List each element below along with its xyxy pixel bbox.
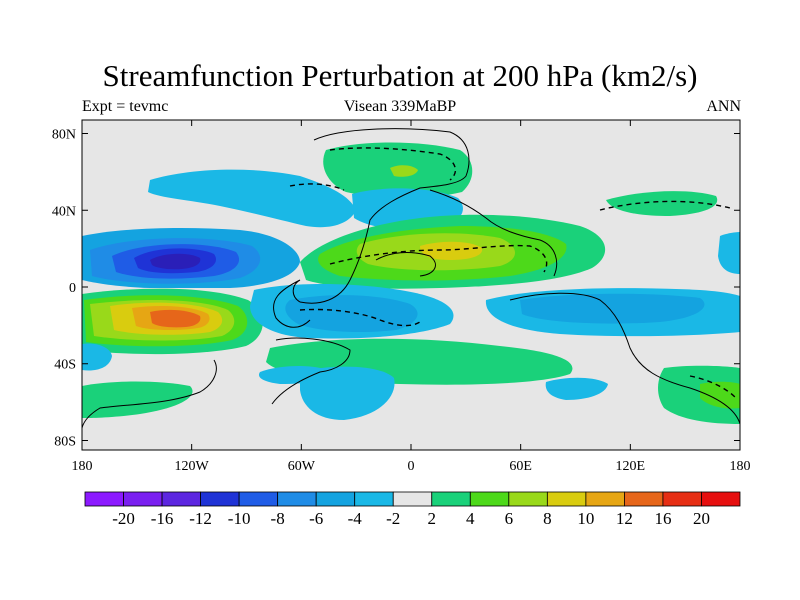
map-title: Streamfunction Perturbation at 200 hPa (…	[102, 58, 698, 93]
coastline-gondwana-west	[271, 337, 351, 405]
colorbar-swatch	[546, 491, 587, 507]
colorbar-label: 2	[428, 509, 437, 528]
colorbar-label: 10	[577, 509, 594, 528]
lon-tick-label: 0	[408, 459, 415, 474]
lon-tick-label: 180	[730, 459, 751, 474]
latitude-axis: 80N 40N 0 40S 80S	[52, 128, 740, 449]
coastlines	[82, 128, 740, 429]
contour-neg-north-pacific-core3	[150, 253, 201, 270]
lon-tick-label: 120E	[616, 459, 646, 474]
dashed-tropics	[299, 308, 421, 327]
contour-fills	[82, 142, 740, 424]
period-label: Visean 339MaBP	[343, 98, 457, 115]
contour-neg-arctic	[148, 169, 356, 228]
lon-tick-label: 60W	[288, 459, 316, 474]
colorbar-label: -6	[309, 509, 323, 528]
colorbar-swatch	[84, 491, 124, 507]
contour-pos-south-pacific-6	[150, 309, 201, 328]
contour-pos-east-asia	[606, 191, 718, 216]
colorbar-swatch	[624, 491, 664, 507]
colorbar-swatch	[354, 491, 394, 507]
colorbar-label: -8	[271, 509, 285, 528]
dashed-southeast	[689, 375, 737, 399]
colorbar-swatch	[238, 491, 279, 507]
contour-neg-south-pacific-low	[300, 366, 395, 420]
colorbar-swatch	[469, 491, 510, 507]
lat-tick-label: 80S	[54, 434, 76, 449]
colorbar-label: -4	[348, 509, 363, 528]
colorbar-label: 4	[466, 509, 475, 528]
lon-tick-label: 180	[72, 459, 93, 474]
contour-neg-tropics-east-2	[520, 293, 705, 324]
contour-neg-south-indian	[545, 377, 608, 400]
colorbar-label: 6	[505, 509, 514, 528]
lat-tick-label: 40S	[54, 358, 76, 373]
season-label: ANN	[706, 98, 741, 115]
colorbar-swatch	[277, 491, 317, 507]
colorbar: -20 -16 -12 -10 -8 -6 -4 -2 2 4 6 8 10 12 16 20	[84, 491, 741, 528]
coastline-north	[273, 128, 470, 328]
colorbar-label: -10	[228, 509, 251, 528]
lon-tick-label: 60E	[509, 459, 532, 474]
dashed-tethys	[329, 244, 548, 273]
colorbar-label: -16	[151, 509, 174, 528]
colorbar-swatch	[662, 491, 702, 507]
contour-pos-southwest	[82, 381, 193, 418]
coastline-island	[375, 252, 436, 277]
lon-tick-label: 120W	[175, 459, 210, 474]
colorbar-label: -2	[386, 509, 400, 528]
contour-pos-southeast-core	[700, 381, 740, 409]
lat-tick-label: 80N	[52, 128, 76, 143]
coastline-tethys	[429, 189, 558, 277]
lat-tick-label: 40N	[52, 204, 76, 219]
longitude-axis: 180 120W 60W 0 60E 120E 180	[72, 120, 751, 474]
colorbar-label: 16	[654, 509, 671, 528]
colorbar-swatch	[392, 491, 433, 507]
contour-neg-sw-lobe	[82, 343, 112, 371]
dashed-north-pacific	[289, 183, 345, 191]
dashed-outlines	[289, 147, 737, 399]
colorbar-swatch	[431, 491, 471, 507]
contour-pos-tethys-4	[420, 241, 483, 260]
colorbar-swatch	[508, 491, 548, 507]
colorbar-swatch	[315, 491, 356, 507]
coastline-gondwana-southwest	[82, 359, 217, 429]
dashed-east-asia	[599, 200, 731, 211]
colorbar-swatch	[701, 491, 741, 507]
coastline-east	[509, 292, 740, 425]
colorbar-label: -20	[112, 509, 135, 528]
colorbar-swatch	[123, 491, 163, 507]
experiment-label: Expt = tevmc	[82, 98, 169, 115]
colorbar-swatch	[161, 491, 201, 507]
colorbar-swatch	[585, 491, 625, 507]
contour-neg-east-edge	[718, 232, 740, 274]
contour-neg-tropics-central-2	[285, 295, 418, 332]
lat-tick-label: 0	[69, 281, 76, 296]
contour-pos-southeast	[658, 365, 740, 424]
colorbar-label: 12	[616, 509, 633, 528]
colorbar-swatch	[200, 491, 240, 507]
contour-pos-arctic-core	[390, 165, 418, 177]
colorbar-label: 8	[543, 509, 552, 528]
colorbar-label: -12	[189, 509, 212, 528]
colorbar-label: 20	[693, 509, 710, 528]
